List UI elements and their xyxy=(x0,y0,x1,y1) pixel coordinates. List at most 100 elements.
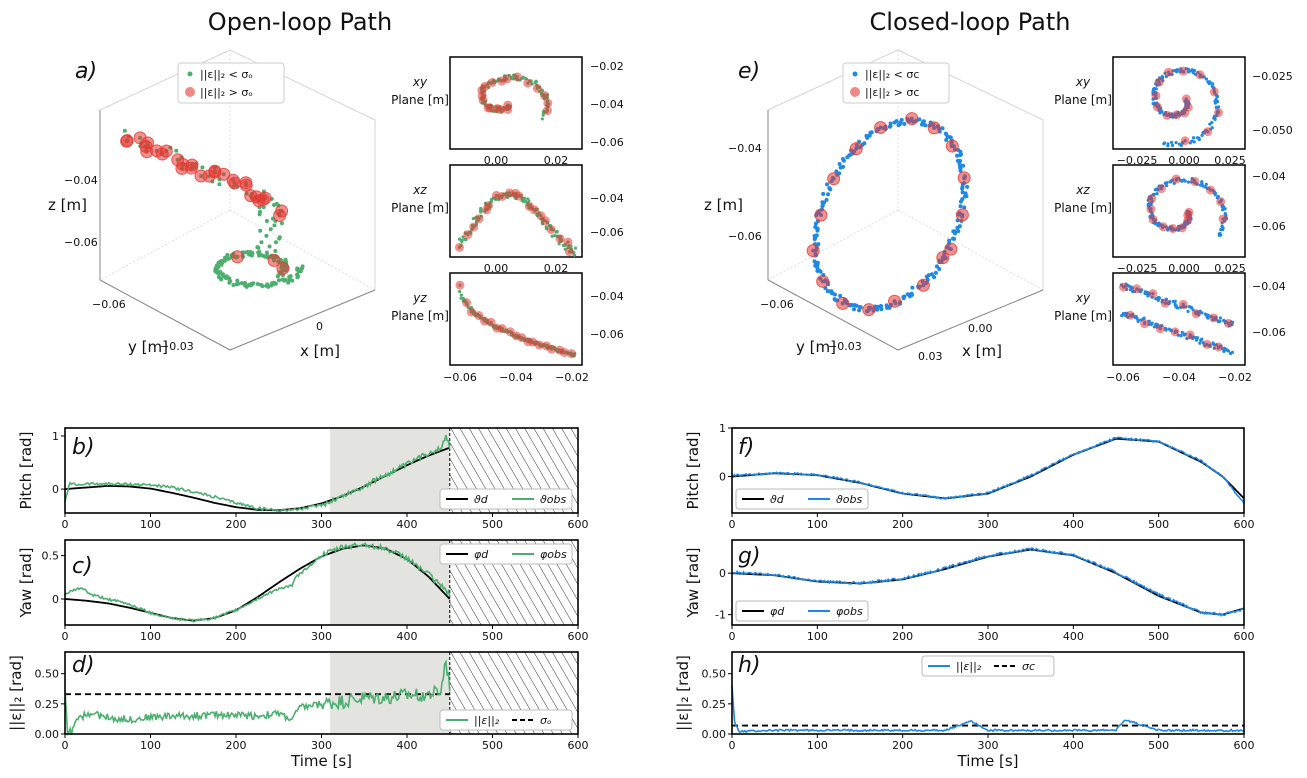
trajectory-point xyxy=(122,128,127,133)
proj-e-xy2-xtick-1: −0.06 xyxy=(1106,371,1140,384)
proj-e-xy2-xtick-3: −0.02 xyxy=(1218,371,1252,384)
x-tick-label: 600 xyxy=(568,630,589,643)
projection-high-error xyxy=(1203,127,1213,137)
trajectory-point xyxy=(264,233,269,238)
high-error-point xyxy=(827,172,841,186)
x-tick-label: 400 xyxy=(397,518,418,531)
x-tick-label: 100 xyxy=(140,739,161,752)
projection-point xyxy=(1221,228,1225,232)
x-tick-label: 300 xyxy=(978,739,999,752)
high-error-point xyxy=(120,134,134,148)
trajectory-point xyxy=(813,224,818,229)
a-zlabel: z [m] xyxy=(48,196,87,214)
trajectory-point xyxy=(858,305,863,310)
plot-frame xyxy=(731,539,1245,626)
trajectory-point xyxy=(899,117,904,122)
series-observed xyxy=(64,659,451,737)
plot-frame xyxy=(731,651,1245,735)
trajectory-point xyxy=(962,194,967,199)
proj-a-xy-xtick-1: 0.00 xyxy=(484,154,509,167)
x-tick-label: 500 xyxy=(1148,630,1169,643)
projection-high-error xyxy=(455,280,465,290)
projection-high-error xyxy=(1151,91,1161,101)
x-tick-label: 300 xyxy=(311,630,332,643)
projection-point xyxy=(459,238,464,242)
trajectory-point xyxy=(932,275,937,280)
trajectory-point xyxy=(264,283,269,288)
projection-high-error xyxy=(1164,67,1174,77)
projection-high-error xyxy=(1191,309,1201,319)
proj-a-yz-ytick-2: −0.06 xyxy=(590,328,624,341)
trajectory-point xyxy=(813,263,818,268)
legend-label: φd xyxy=(770,605,785,618)
projection-high-error xyxy=(523,78,533,88)
projection-high-error xyxy=(1190,176,1200,186)
projection-point xyxy=(552,233,557,238)
projection-point xyxy=(1213,193,1217,197)
trajectory-point xyxy=(222,258,227,263)
y-tick-label: 0 xyxy=(719,471,726,484)
legend-e-below: ||ε||₂ < σc xyxy=(865,68,919,81)
panel-a-3d: a) ||ε||₂ < σₒ ||ε||₂ > σₒ −0.04 −0.06 z… xyxy=(48,49,376,360)
high-error-point xyxy=(888,294,902,308)
trajectory-point xyxy=(295,275,300,280)
high-error-point xyxy=(226,173,240,187)
projection-point xyxy=(1174,140,1178,145)
projection-high-error xyxy=(480,81,490,91)
legend-label: ϑd xyxy=(474,493,489,506)
projection-high-error xyxy=(497,191,507,201)
projection-point xyxy=(572,253,577,257)
proj-a-yz-plane: yz xyxy=(412,291,427,305)
plot-frame xyxy=(731,427,1245,514)
projection-point xyxy=(523,199,528,204)
trajectory-point xyxy=(287,276,292,281)
e-ytick-2: −0.03 xyxy=(828,340,862,353)
proj-a-xz-ytick-2: −0.06 xyxy=(590,226,624,239)
a-xlabel: x [m] xyxy=(300,342,340,360)
x-tick-label: 300 xyxy=(978,630,999,643)
chart-f-pitch: 0 100 200 300 400 500 600 0 1 Pitch [rad] ϑd ϑobs xyxy=(684,422,1255,531)
shaded-region xyxy=(330,540,450,625)
projection-point xyxy=(1186,309,1190,313)
trajectory-point xyxy=(820,203,825,208)
high-error-point xyxy=(936,251,950,265)
proj-e-xy2-points xyxy=(1119,282,1235,356)
trajectory-point xyxy=(905,292,910,297)
legend-label: φd xyxy=(474,548,489,561)
projection-point xyxy=(1165,181,1169,185)
trajectory-point xyxy=(852,303,857,308)
projection-point xyxy=(1203,312,1208,316)
legend-label: σₒ xyxy=(540,714,552,727)
proj-e-xz-xtick-1: −0.025 xyxy=(1117,262,1158,275)
projection-point xyxy=(1207,82,1211,86)
x-tick-label: 200 xyxy=(892,739,913,752)
panel-label-a: a) xyxy=(75,59,97,84)
proj-e-xz-ytick-2: −0.06 xyxy=(1252,220,1286,233)
legend-e-above: ||ε||₂ > σc xyxy=(865,86,919,99)
projection-point xyxy=(1191,136,1196,140)
trajectory-point xyxy=(261,205,266,210)
high-error-point xyxy=(155,147,169,161)
legend-label: ||ε||₂ xyxy=(474,714,500,727)
trajectory-point xyxy=(828,187,833,192)
trajectory-point xyxy=(947,238,952,243)
x-tick-label: 400 xyxy=(1063,739,1084,752)
shaded-region xyxy=(330,428,450,513)
series-observed xyxy=(64,434,451,513)
projection-high-error xyxy=(1218,214,1228,224)
x-axis-label: Time [s] xyxy=(957,752,1019,770)
e-ztick-1: −0.04 xyxy=(728,142,762,155)
projection-high-error xyxy=(546,224,556,234)
high-error-point xyxy=(955,208,969,222)
right-title: Closed-loop Path xyxy=(870,8,1071,36)
y-tick-label: 0.5 xyxy=(42,550,60,563)
panel-e-3d: e) ||ε||₂ < σc ||ε||₂ > σc −0.04 −0.06 z… xyxy=(704,49,1044,363)
trajectory-point xyxy=(216,260,221,265)
projection-high-error xyxy=(463,230,473,240)
trajectory-point xyxy=(282,278,287,283)
trajectory-point xyxy=(812,259,817,264)
projection-point xyxy=(1179,334,1183,338)
trajectory-point xyxy=(273,240,278,245)
projection-high-error xyxy=(1185,330,1195,340)
a-ytick-1: −0.06 xyxy=(92,298,126,311)
